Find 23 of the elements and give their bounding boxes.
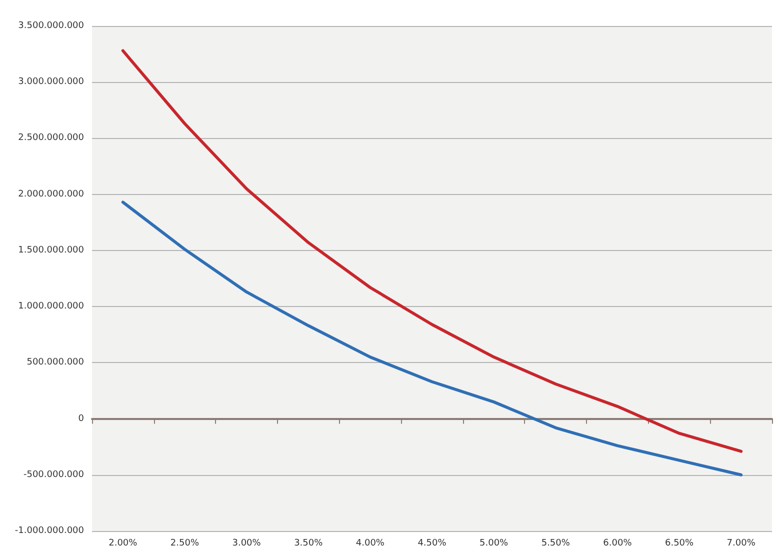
x-tick-label: 5.00% bbox=[480, 538, 509, 548]
y-tick-label: 1.500.000.000 bbox=[18, 245, 84, 256]
y-tick-label: 3.500.000.000 bbox=[18, 21, 84, 31]
x-tick-label: 3.00% bbox=[232, 538, 262, 548]
y-tick-label: 500.000.000 bbox=[26, 358, 84, 368]
x-tick-label: 6.50% bbox=[664, 538, 694, 548]
y-tick-label: -1.000.000.000 bbox=[14, 526, 84, 536]
x-tick-label: 3.50% bbox=[294, 538, 324, 548]
x-tick-label: 7.00% bbox=[726, 538, 756, 548]
line-series bbox=[121, 49, 743, 453]
y-tick-label: 3.000.000.000 bbox=[18, 77, 84, 88]
x-tick-label: 6.00% bbox=[603, 538, 632, 548]
x-tick-label: 4.00% bbox=[356, 538, 385, 548]
x-tick-label: 2.00% bbox=[108, 538, 138, 548]
x-tick-label: 5.50% bbox=[541, 538, 570, 548]
y-tick-label: 2.500.000.000 bbox=[18, 133, 84, 144]
y-tick-label: 2.000.000.000 bbox=[18, 189, 84, 200]
y-tick-label: -500.000.000 bbox=[23, 470, 84, 480]
x-tick-label: 4.50% bbox=[418, 538, 447, 548]
line-series bbox=[121, 200, 743, 476]
x-tick-label: 2.50% bbox=[170, 538, 200, 548]
y-tick-label: 1.000.000.000 bbox=[18, 302, 84, 312]
y-tick-label: 0 bbox=[78, 414, 84, 424]
